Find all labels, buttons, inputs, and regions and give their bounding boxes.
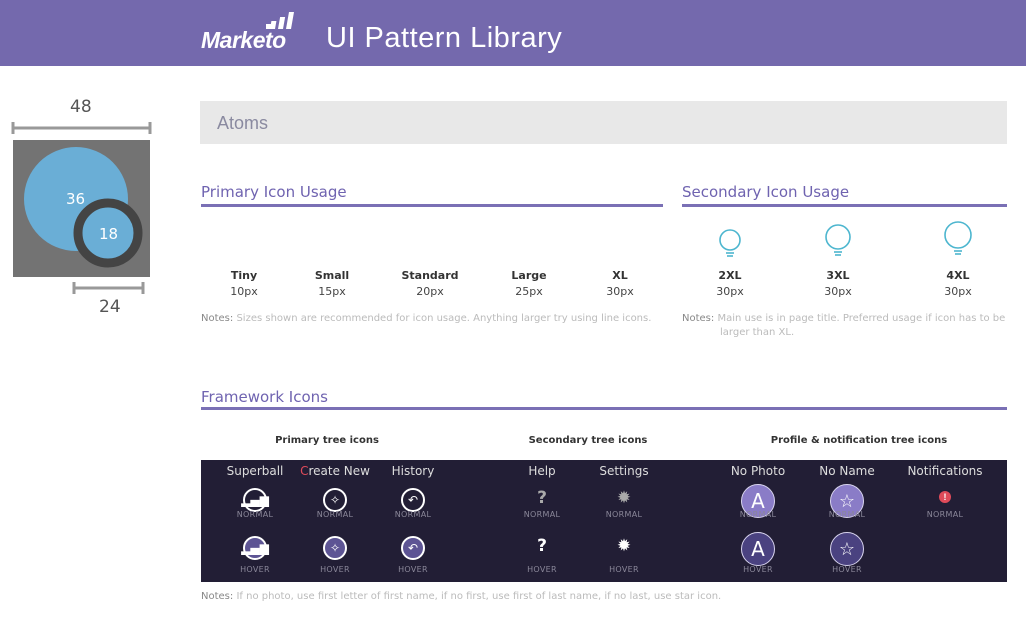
- secondary-heading: Secondary Icon Usage: [682, 183, 850, 201]
- icon-name-text: Help: [528, 464, 556, 478]
- framework-notes: Notes: If no photo, use first letter of …: [201, 591, 722, 602]
- icon-name: Settings: [574, 464, 674, 478]
- state-label: HOVER: [609, 565, 639, 574]
- icon-name: Superball: [205, 464, 305, 478]
- lightbulb-filled-icon: [600, 228, 640, 264]
- state-label: HOVER: [743, 565, 773, 574]
- state-label: NORMAL: [828, 510, 866, 519]
- size-label: Small: [314, 269, 350, 282]
- size-value: 15px: [318, 285, 346, 298]
- state-label: NORMAL: [523, 510, 561, 519]
- state-label: HOVER: [398, 565, 428, 574]
- size-value: 30px: [716, 285, 744, 298]
- marketo-logo: Marketo: [201, 27, 286, 53]
- superball-icon[interactable]: ▂▄▆: [241, 536, 269, 560]
- size-label: 3XL: [826, 269, 850, 282]
- help-question-icon[interactable]: ?: [537, 536, 547, 556]
- name-first-letter: C: [300, 464, 309, 478]
- state-label: NORMAL: [236, 510, 274, 519]
- alert-icon[interactable]: !: [939, 491, 951, 503]
- size-value: 20px: [416, 285, 444, 298]
- primary-notes: Notes: Sizes shown are recommended for i…: [201, 313, 652, 324]
- icon-name: No Name: [797, 464, 897, 478]
- icon-name: Notifications: [895, 464, 995, 478]
- inner-size-label: 18: [99, 225, 119, 243]
- superball-icon[interactable]: ▂▄▆: [241, 488, 269, 512]
- secondary-rule: [682, 204, 1007, 207]
- help-question-icon[interactable]: ?: [537, 488, 547, 508]
- avatar-letter-icon[interactable]: A: [741, 484, 775, 518]
- state-label: HOVER: [527, 565, 557, 574]
- size-diagram: [11, 122, 152, 294]
- atoms-bar: Atoms: [200, 101, 1007, 144]
- lightbulb-filled-icon: [410, 228, 450, 264]
- lightbulb-filled-icon: [509, 228, 549, 264]
- icon-name-text: History: [391, 464, 435, 478]
- group-secondary: Secondary tree icons: [528, 435, 648, 446]
- name-rest: reate New: [308, 464, 370, 478]
- avatar-letter-icon[interactable]: A: [741, 532, 775, 566]
- page-title: UI Pattern Library: [326, 22, 563, 54]
- state-label: HOVER: [832, 565, 862, 574]
- state-label: HOVER: [320, 565, 350, 574]
- state-label: NORMAL: [394, 510, 432, 519]
- star-icon[interactable]: ☆: [830, 532, 864, 566]
- magic-wand-icon[interactable]: ✧: [323, 536, 347, 560]
- state-label: NORMAL: [316, 510, 354, 519]
- size-value: 30px: [606, 285, 634, 298]
- lightbulb-outline-icon: [719, 229, 741, 257]
- icon-name-text: Settings: [599, 464, 649, 478]
- icon-name-text: Notifications: [907, 464, 983, 478]
- lightbulb-filled-icon: [224, 228, 264, 264]
- magic-wand-icon[interactable]: ✧: [323, 488, 347, 512]
- history-back-icon[interactable]: ↶: [401, 536, 425, 560]
- icon-name: No Photo: [708, 464, 808, 478]
- history-back-icon[interactable]: ↶: [401, 488, 425, 512]
- width-label: 48: [70, 97, 92, 117]
- icon-name-text: Superball: [226, 464, 284, 478]
- lightbulb-outline-icon: [944, 221, 972, 255]
- size-value: 30px: [824, 285, 852, 298]
- state-label: NORMAL: [739, 510, 777, 519]
- group-profile: Profile & notification tree icons: [770, 435, 948, 446]
- group-primary: Primary tree icons: [275, 435, 379, 446]
- icon-name: Create New: [285, 464, 385, 478]
- size-label: XL: [612, 269, 628, 282]
- size-label: 4XL: [946, 269, 970, 282]
- bottom-label: 24: [99, 297, 121, 317]
- framework-panel: [201, 460, 1007, 582]
- size-value: 25px: [515, 285, 543, 298]
- size-label: Standard: [401, 269, 459, 282]
- icon-name: Help: [492, 464, 592, 478]
- lightbulb-filled-icon: [312, 228, 352, 264]
- header: [0, 0, 1026, 66]
- marketo-bars-icon: [266, 12, 294, 29]
- size-value: 10px: [230, 285, 258, 298]
- size-label: Tiny: [230, 269, 258, 282]
- framework-rule: [201, 407, 1007, 410]
- framework-heading: Framework Icons: [201, 388, 328, 406]
- secondary-notes: Notes: Main use is in page title. Prefer…: [682, 313, 1006, 338]
- primary-rule: [201, 204, 663, 207]
- star-icon[interactable]: ☆: [830, 484, 864, 518]
- state-label: NORMAL: [926, 510, 964, 519]
- icon-name: History: [363, 464, 463, 478]
- gear-icon[interactable]: ✹: [616, 536, 632, 556]
- outer-size-label: 36: [66, 190, 86, 208]
- icon-name-text: No Photo: [730, 464, 786, 478]
- size-value: 30px: [944, 285, 972, 298]
- size-label: 2XL: [718, 269, 742, 282]
- size-label: Large: [511, 269, 547, 282]
- primary-heading: Primary Icon Usage: [201, 183, 347, 201]
- state-label: NORMAL: [605, 510, 643, 519]
- icon-name-text: No Name: [819, 464, 875, 478]
- state-label: HOVER: [240, 565, 270, 574]
- gear-icon[interactable]: ✹: [616, 488, 632, 508]
- lightbulb-outline-icon: [825, 224, 851, 256]
